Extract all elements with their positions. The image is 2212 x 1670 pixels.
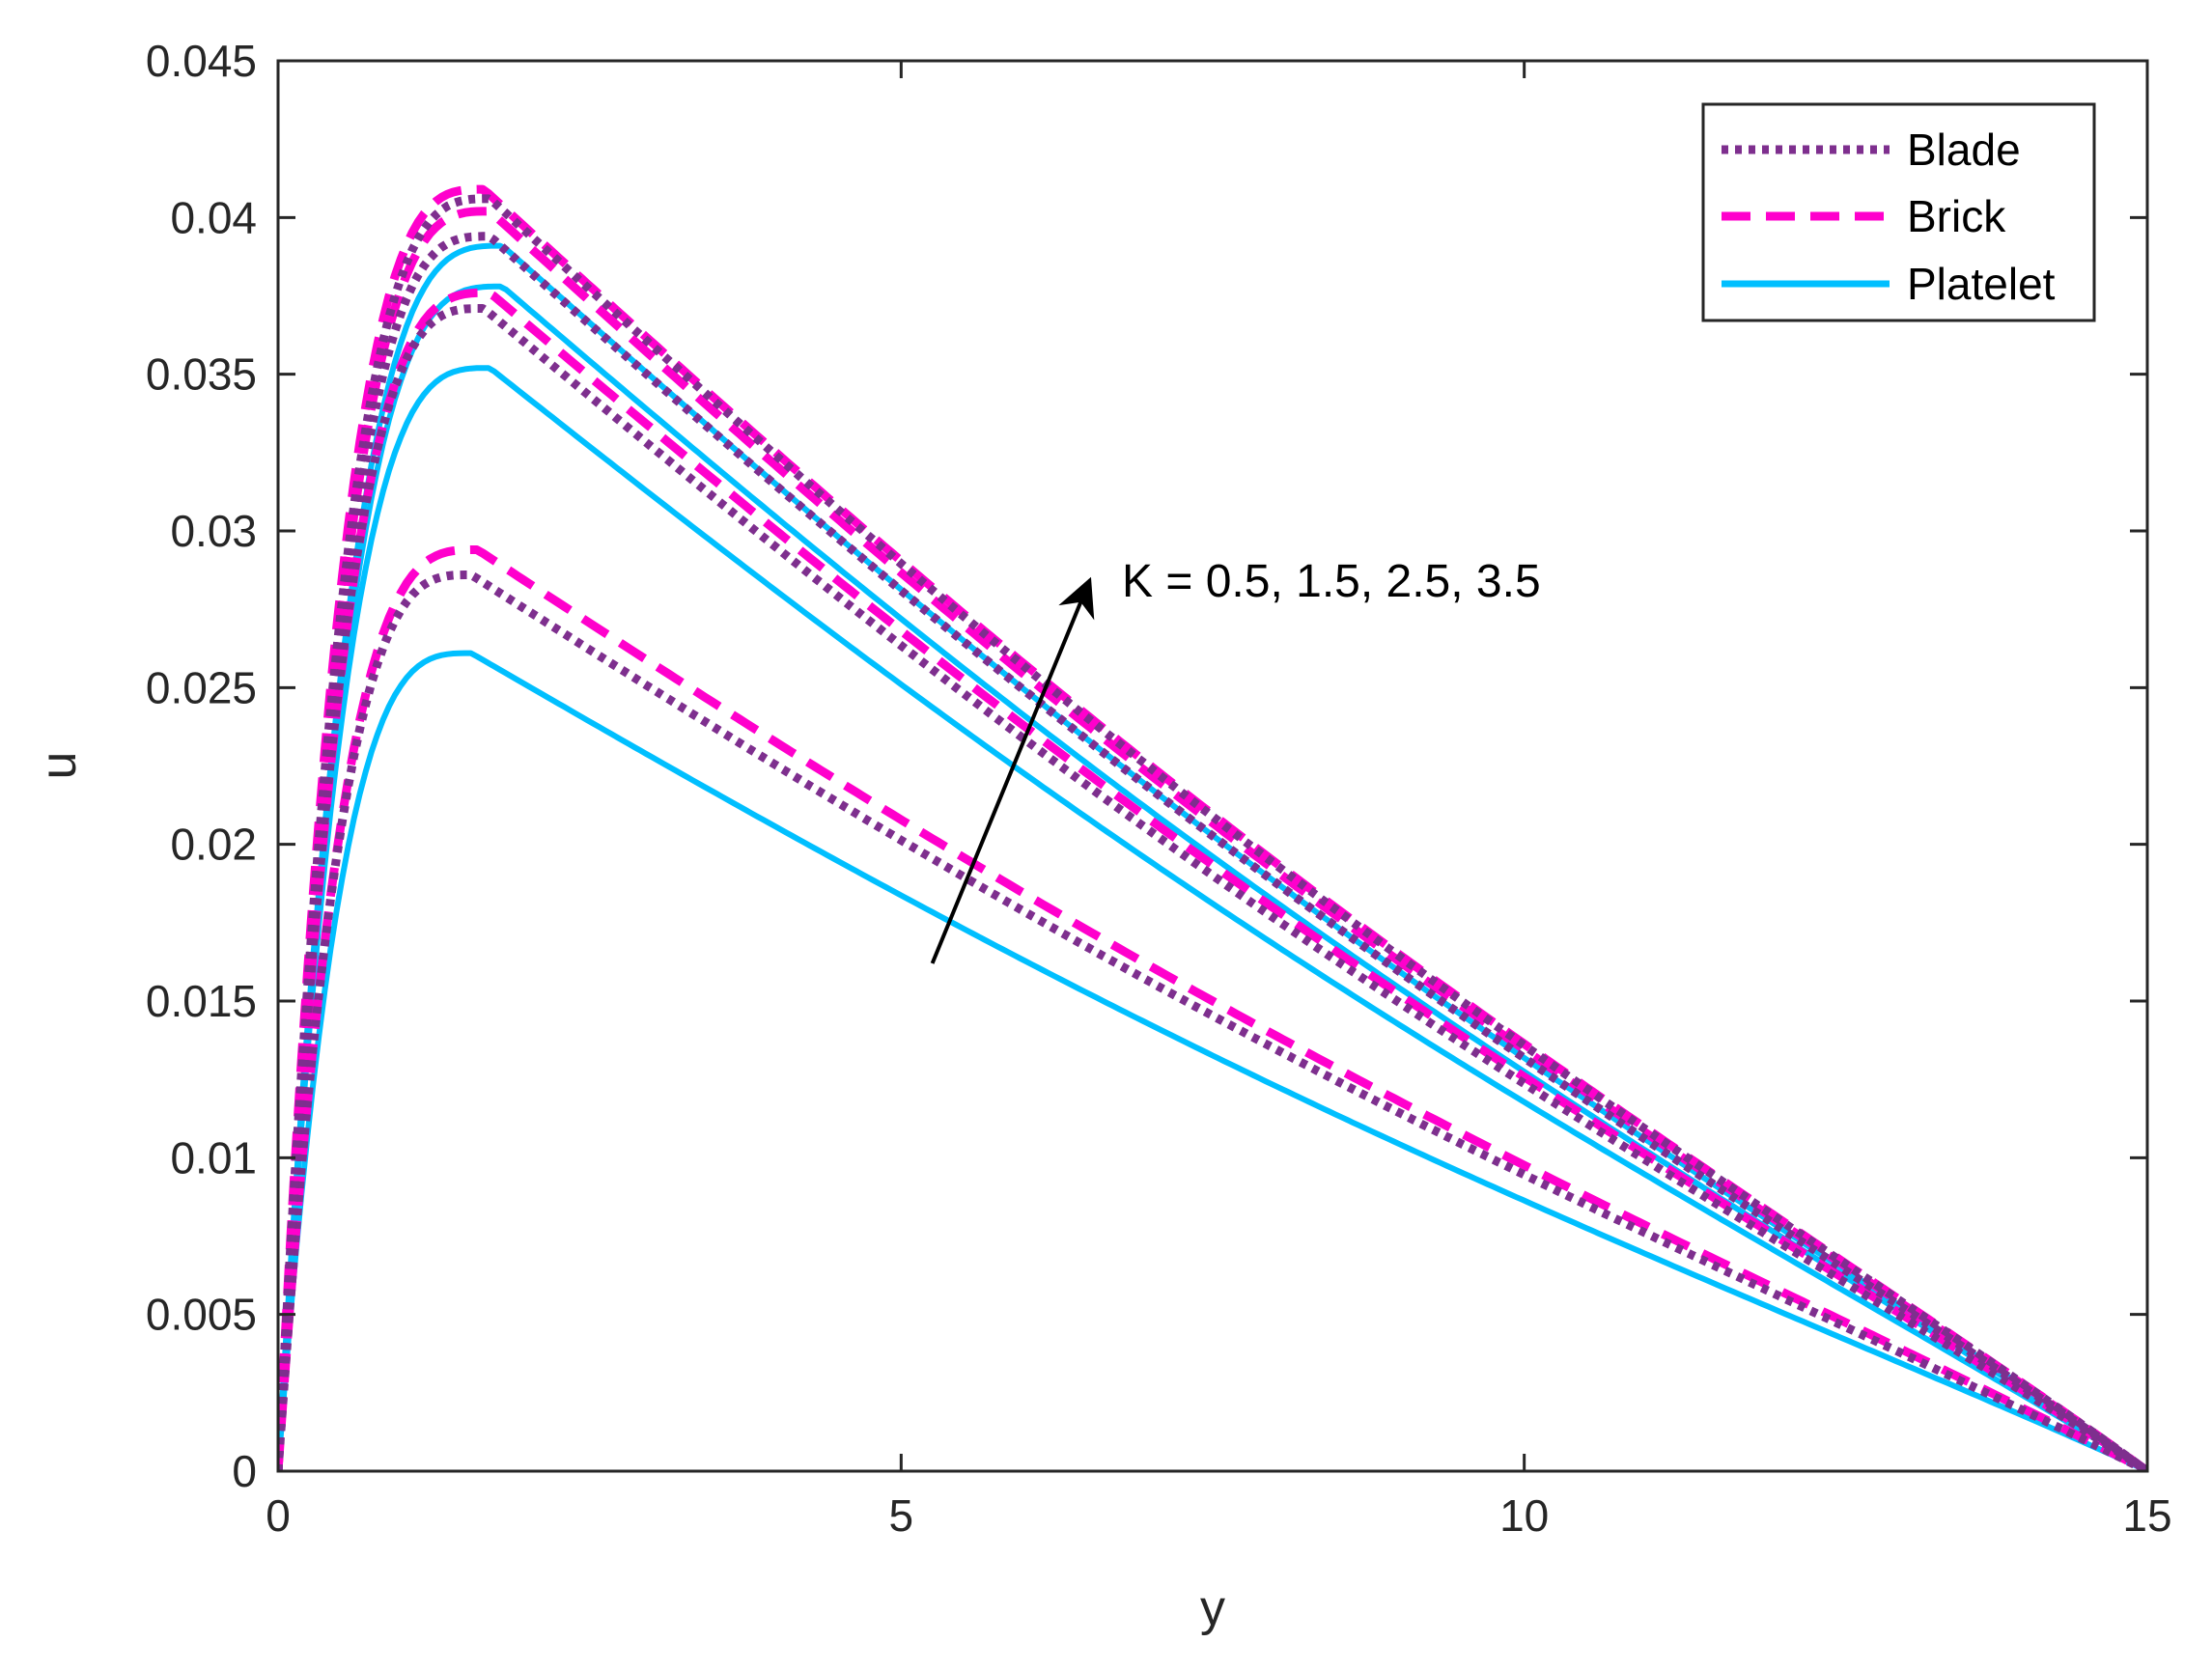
y-tick-label: 0.045 — [146, 36, 257, 86]
k-annotation-text: K = 0.5, 1.5, 2.5, 3.5 — [1122, 556, 1541, 607]
series-line-platelet-k1-5 — [278, 365, 2147, 1471]
series-line-blade-k0-5 — [278, 571, 2147, 1471]
legend-label-platelet: Platelet — [1907, 259, 2056, 309]
legend-label-brick: Brick — [1907, 191, 2006, 241]
y-tick-label: 0.005 — [146, 1290, 257, 1340]
series-line-blade-k3-5 — [278, 194, 2147, 1471]
x-tick-label: 5 — [889, 1490, 914, 1541]
y-tick-label: 0.02 — [170, 820, 257, 870]
y-tick-label: 0 — [232, 1446, 257, 1496]
series-line-platelet-k0-5 — [278, 650, 2147, 1471]
y-tick-label: 0.01 — [170, 1132, 257, 1183]
x-tick-label: 15 — [2122, 1490, 2171, 1541]
series-line-brick-k0-5 — [278, 545, 2147, 1471]
x-axis-title: y — [1200, 1580, 1225, 1636]
k-annotation: K = 0.5, 1.5, 2.5, 3.5 — [930, 556, 1541, 964]
plot-frame — [276, 59, 2149, 1473]
y-tick-label: 0.04 — [170, 192, 257, 242]
legend-label-blade: Blade — [1907, 125, 2021, 175]
series-line-blade-k2-5 — [278, 232, 2147, 1471]
y-tick-label: 0.03 — [170, 506, 257, 556]
x-tick-label: 10 — [1499, 1490, 1549, 1541]
x-tick-label: 0 — [266, 1490, 291, 1541]
y-axis-title: u — [31, 752, 87, 780]
series-line-brick-k1-5 — [278, 288, 2147, 1471]
y-axis-ticks: 0 0.005 0.01 0.015 0.02 0.025 0.03 0.035 0.04 0.0… — [146, 36, 2147, 1496]
k-arrow — [930, 576, 1095, 964]
legend: Blade Brick Platelet — [1701, 102, 2096, 322]
y-tick-label: 0.035 — [146, 349, 257, 400]
y-tick-label: 0.015 — [146, 976, 257, 1026]
series-layer — [278, 184, 2147, 1471]
x-axis-ticks: 0 5 10 15 — [266, 61, 2172, 1541]
y-tick-label: 0.025 — [146, 662, 257, 712]
